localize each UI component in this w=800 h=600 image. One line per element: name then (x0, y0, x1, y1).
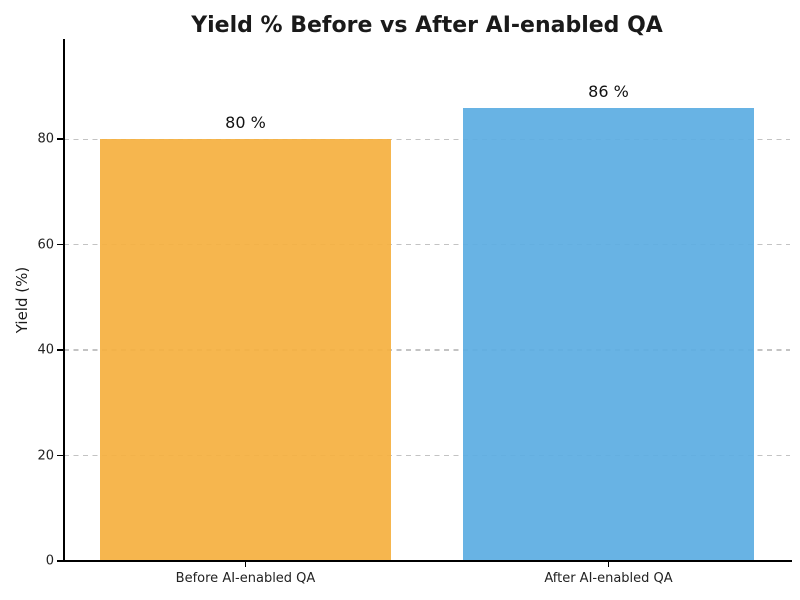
bar-value-label-after-ai-enabled-qa: 86 % (588, 81, 629, 101)
y-tick-label-40: 40 (37, 342, 54, 358)
gridline-y-40 (64, 349, 790, 351)
y-tick-label-0: 0 (45, 553, 54, 569)
y-tick-mark-20 (57, 454, 63, 457)
y-tick-mark-60 (57, 243, 63, 246)
gridline-y-60 (64, 244, 790, 246)
y-tick-label-20: 20 (37, 448, 54, 464)
bar-after-ai-enabled-qa (463, 107, 754, 561)
gridline-y-20 (64, 454, 790, 457)
y-tick-label-60: 60 (37, 237, 54, 253)
y-tick-mark-80 (57, 138, 63, 140)
y-tick-mark-40 (57, 349, 63, 351)
chart-title: Yield % Before vs After AI-enabled QA (191, 13, 663, 38)
x-tick-label-after-ai-enabled-qa: After AI-enabled QA (544, 571, 673, 586)
y-tick-label-80: 80 (37, 131, 54, 147)
y-tick-mark-0 (57, 560, 63, 562)
x-tick-label-before-ai-enabled-qa: Before AI-enabled QA (175, 571, 316, 586)
y-axis-spine (63, 39, 65, 562)
x-tick-mark-after-ai-enabled-qa (607, 561, 610, 567)
x-axis-spine (63, 560, 792, 563)
x-tick-mark-before-ai-enabled-qa (244, 561, 247, 567)
bar-value-label-before-ai-enabled-qa: 80 % (225, 113, 266, 133)
bar-before-ai-enabled-qa (100, 139, 391, 561)
gridline-y-80 (64, 138, 790, 140)
y-axis-label: Yield (%) (13, 266, 31, 334)
